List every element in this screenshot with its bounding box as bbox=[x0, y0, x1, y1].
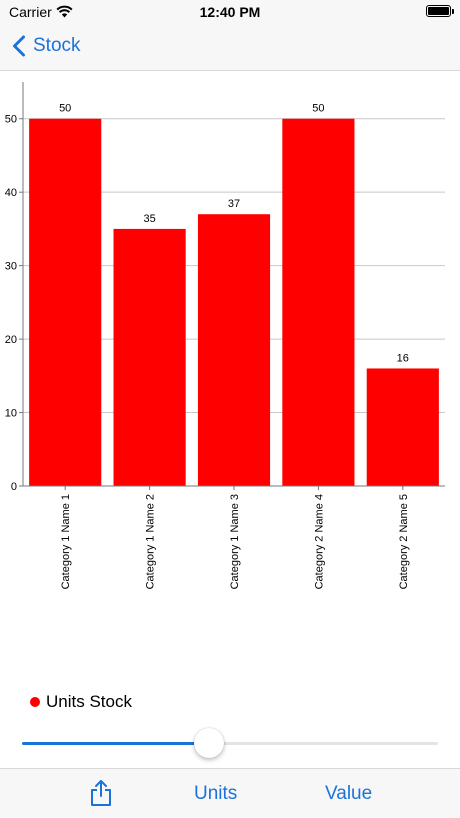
status-bar: Carrier 12:40 PM bbox=[0, 0, 460, 24]
bar bbox=[366, 368, 439, 486]
slider-thumb[interactable] bbox=[194, 728, 225, 758]
chart-legend: Units Stock bbox=[30, 692, 132, 712]
x-tick-label: Category 2 Name 5 bbox=[398, 494, 410, 589]
chart-axes bbox=[19, 82, 445, 490]
slider-fill bbox=[22, 742, 210, 745]
bar bbox=[29, 118, 102, 487]
units-button[interactable]: Units bbox=[194, 783, 238, 804]
battery-icon bbox=[426, 5, 454, 17]
y-tick-label: 40 bbox=[5, 187, 17, 199]
bar-value-label: 50 bbox=[312, 103, 324, 115]
back-button[interactable]: Stock bbox=[12, 35, 81, 57]
slider-track[interactable] bbox=[22, 742, 438, 745]
chart-bars bbox=[29, 118, 439, 487]
bar-chart: 0 10 20 30 40 50 50 Category 1 Name 1 35 Category… bbox=[5, 82, 445, 590]
value-button[interactable]: Value bbox=[325, 783, 373, 804]
legend-label: Units Stock bbox=[46, 692, 132, 711]
bar-value-label: 35 bbox=[143, 213, 155, 225]
value-slider[interactable] bbox=[22, 728, 438, 758]
clock: 12:40 PM bbox=[199, 4, 261, 20]
bar-value-label: 37 bbox=[228, 198, 240, 210]
legend-swatch bbox=[30, 697, 40, 707]
back-button-label: Stock bbox=[33, 35, 81, 56]
navigation-bar: Stock bbox=[0, 24, 460, 71]
chevron-left-icon bbox=[13, 35, 25, 57]
x-tick-label: Category 1 Name 1 bbox=[60, 494, 72, 589]
x-tick-label: Category 2 Name 4 bbox=[313, 494, 325, 589]
x-tick-label: Category 1 Name 2 bbox=[145, 494, 157, 589]
bar-value-label: 16 bbox=[397, 352, 409, 364]
y-tick-label: 20 bbox=[5, 334, 17, 346]
share-icon[interactable] bbox=[89, 779, 113, 807]
bar bbox=[113, 228, 186, 486]
bar-value-label: 50 bbox=[59, 103, 71, 115]
x-tick-label: Category 1 Name 3 bbox=[229, 494, 241, 589]
chart-labels: 0 10 20 30 40 50 50 Category 1 Name 1 35 Category… bbox=[5, 103, 410, 590]
y-tick-label: 0 bbox=[11, 481, 17, 493]
y-tick-label: 10 bbox=[5, 408, 17, 420]
y-tick-label: 50 bbox=[5, 114, 17, 126]
bar bbox=[197, 214, 271, 486]
y-tick-label: 30 bbox=[5, 261, 17, 273]
wifi-icon bbox=[56, 5, 73, 18]
bottom-toolbar: Units Value bbox=[0, 768, 460, 818]
carrier-label: Carrier bbox=[9, 4, 52, 20]
bar bbox=[282, 118, 355, 487]
